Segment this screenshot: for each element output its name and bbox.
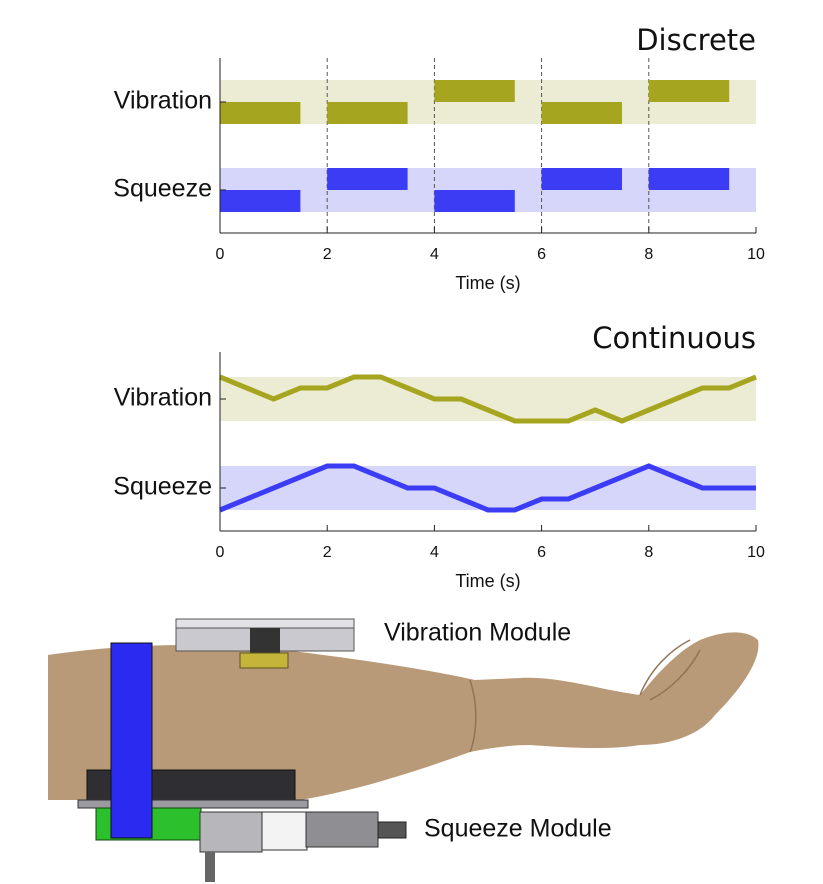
x-tick-label: 6 <box>537 246 546 263</box>
segment <box>327 168 407 190</box>
x-tick-label: 4 <box>430 544 439 561</box>
segment <box>220 102 300 124</box>
x-tick-label: 4 <box>430 246 439 263</box>
y-category-label: Vibration <box>114 87 212 115</box>
x-axis-label: Time (s) <box>455 273 520 293</box>
x-axis-label: Time (s) <box>455 571 520 591</box>
x-tick-label: 10 <box>747 246 765 263</box>
x-tick-label: 6 <box>537 544 546 561</box>
squeeze-actuator <box>306 812 378 847</box>
y-category-label: Vibration <box>114 384 212 412</box>
squeeze-cable <box>205 852 215 882</box>
x-tick-label: 2 <box>323 246 332 263</box>
x-tick-label: 0 <box>216 544 225 561</box>
squeeze-strap <box>111 643 152 838</box>
y-category-label: Squeeze <box>113 473 212 501</box>
segment <box>649 168 729 190</box>
chart-title: Continuous <box>592 321 756 355</box>
vibration-motor <box>240 653 288 668</box>
x-tick-label: 8 <box>644 246 653 263</box>
segment <box>542 168 622 190</box>
squeeze-module-label: Squeeze Module <box>424 815 612 843</box>
chart-title: Discrete <box>636 23 756 57</box>
x-tick-label: 2 <box>323 544 332 561</box>
illustration: Vibration Module Squeeze Module <box>48 619 758 882</box>
x-tick-label: 10 <box>747 544 765 561</box>
x-tick-label: 0 <box>216 246 225 263</box>
x-tick-label: 8 <box>644 544 653 561</box>
segment <box>434 190 514 212</box>
chart: Continuous Vibration Squeeze 0 2 4 6 8 10 Time (s… <box>113 321 765 591</box>
vibration-plate-top <box>176 619 354 628</box>
vibration-mount <box>250 628 280 654</box>
squeeze-housing <box>262 812 307 850</box>
segment <box>327 102 407 124</box>
y-category-label: Squeeze <box>113 175 212 203</box>
segment <box>542 102 622 124</box>
chart: Discrete Vibration Squeeze 0 2 4 6 8 10 Time (s) <box>113 23 765 293</box>
squeeze-shaft <box>378 822 406 838</box>
figure: DiscreteVibrationSqueeze0246810Time (s)C… <box>0 0 823 884</box>
segment <box>434 80 514 102</box>
squeeze-motor <box>200 812 262 852</box>
band <box>220 466 756 510</box>
segment <box>649 80 729 102</box>
segment <box>220 190 300 212</box>
vibration-module-label: Vibration Module <box>384 619 571 647</box>
